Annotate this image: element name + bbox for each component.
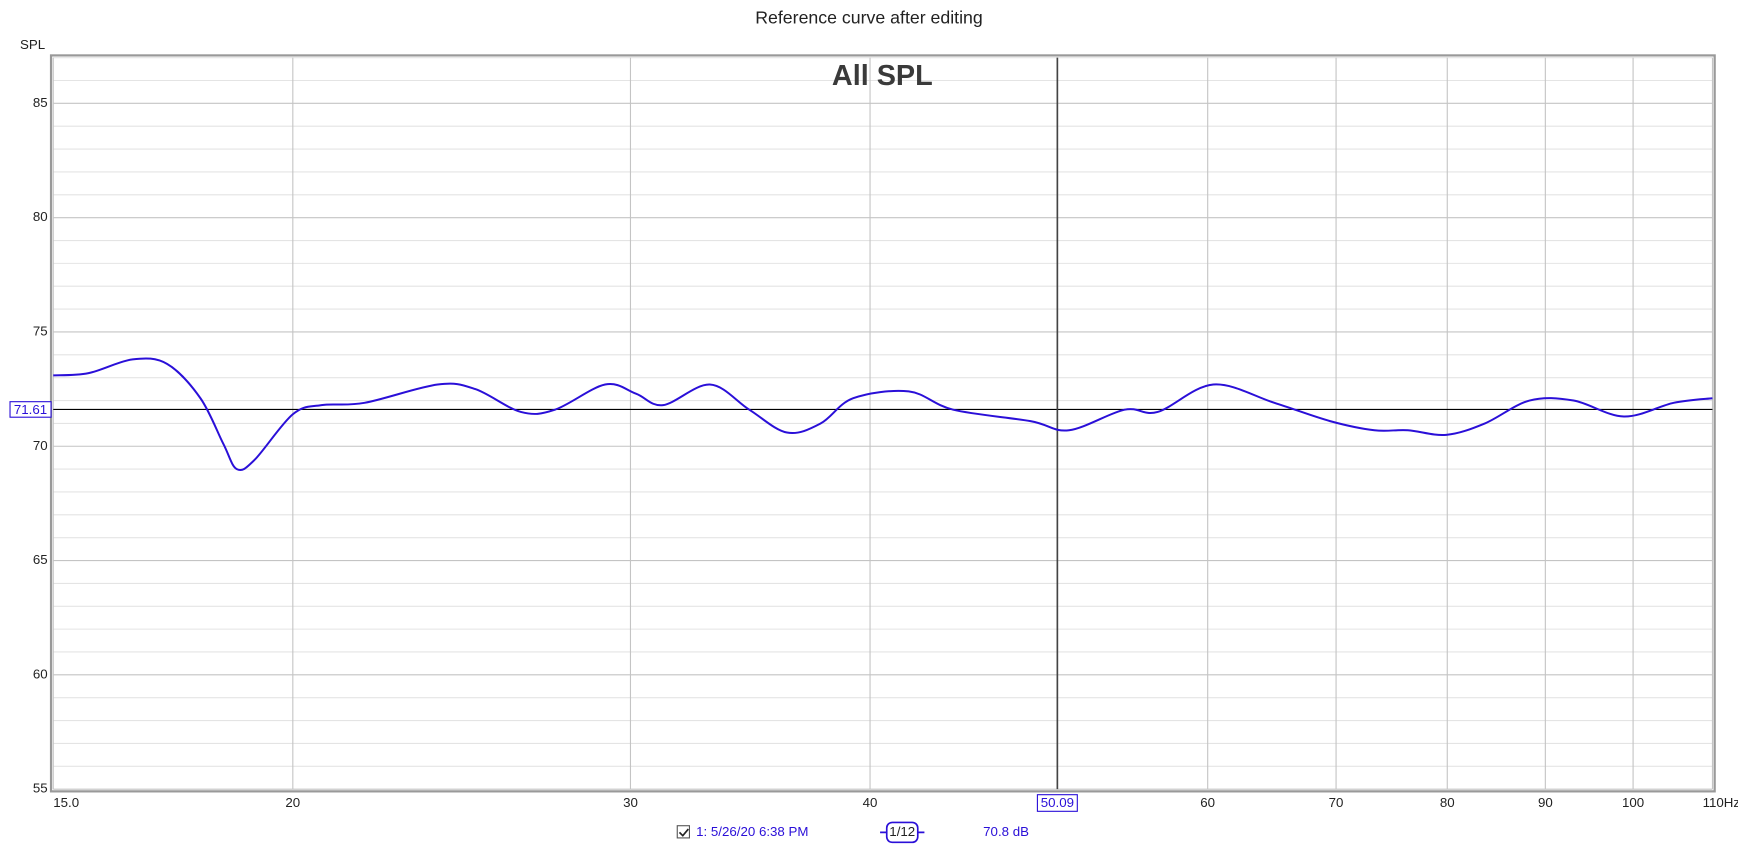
cursor-label: 50.09 xyxy=(1041,795,1074,810)
legend-label: 1: 5/26/20 6:38 PM xyxy=(696,824,808,839)
y-tick-label: 55 xyxy=(33,781,48,796)
y-tick-label: 65 xyxy=(33,552,48,567)
y-tick-label: 70 xyxy=(33,438,48,453)
x-tick-label: 100 xyxy=(1622,795,1644,810)
x-tick-label: 80 xyxy=(1440,795,1455,810)
legend-checkbox xyxy=(676,825,691,839)
x-tick-label: 60 xyxy=(1200,795,1215,810)
y-tick-label: 60 xyxy=(33,666,48,681)
legend-check xyxy=(678,828,689,837)
x-tick-label: 30 xyxy=(623,795,638,810)
reference-label: 71.61 xyxy=(14,402,47,417)
reference-label-box xyxy=(9,401,52,418)
legend-smoothing-box xyxy=(885,821,919,844)
y-tick-label: 85 xyxy=(33,95,48,110)
x-tick-label: 110Hz xyxy=(1703,795,1738,810)
chart-title: Reference curve after editing xyxy=(755,8,983,28)
plot-title: All SPL xyxy=(832,60,933,92)
cursor-label-box xyxy=(1036,794,1078,812)
x-tick-label: 70 xyxy=(1329,795,1344,810)
x-tick-label: 15.0 xyxy=(53,795,79,810)
y-axis-label: SPL xyxy=(20,37,45,52)
y-tick-label: 80 xyxy=(33,209,48,224)
legend-readout: 70.8 dB xyxy=(983,824,1029,839)
x-tick-label: 20 xyxy=(285,795,300,810)
x-tick-label: 40 xyxy=(863,795,878,810)
legend-smoothing: 1/12 xyxy=(889,824,915,839)
series-line xyxy=(53,357,1713,472)
x-tick-label: 90 xyxy=(1538,795,1553,810)
y-tick-label: 75 xyxy=(33,323,48,338)
